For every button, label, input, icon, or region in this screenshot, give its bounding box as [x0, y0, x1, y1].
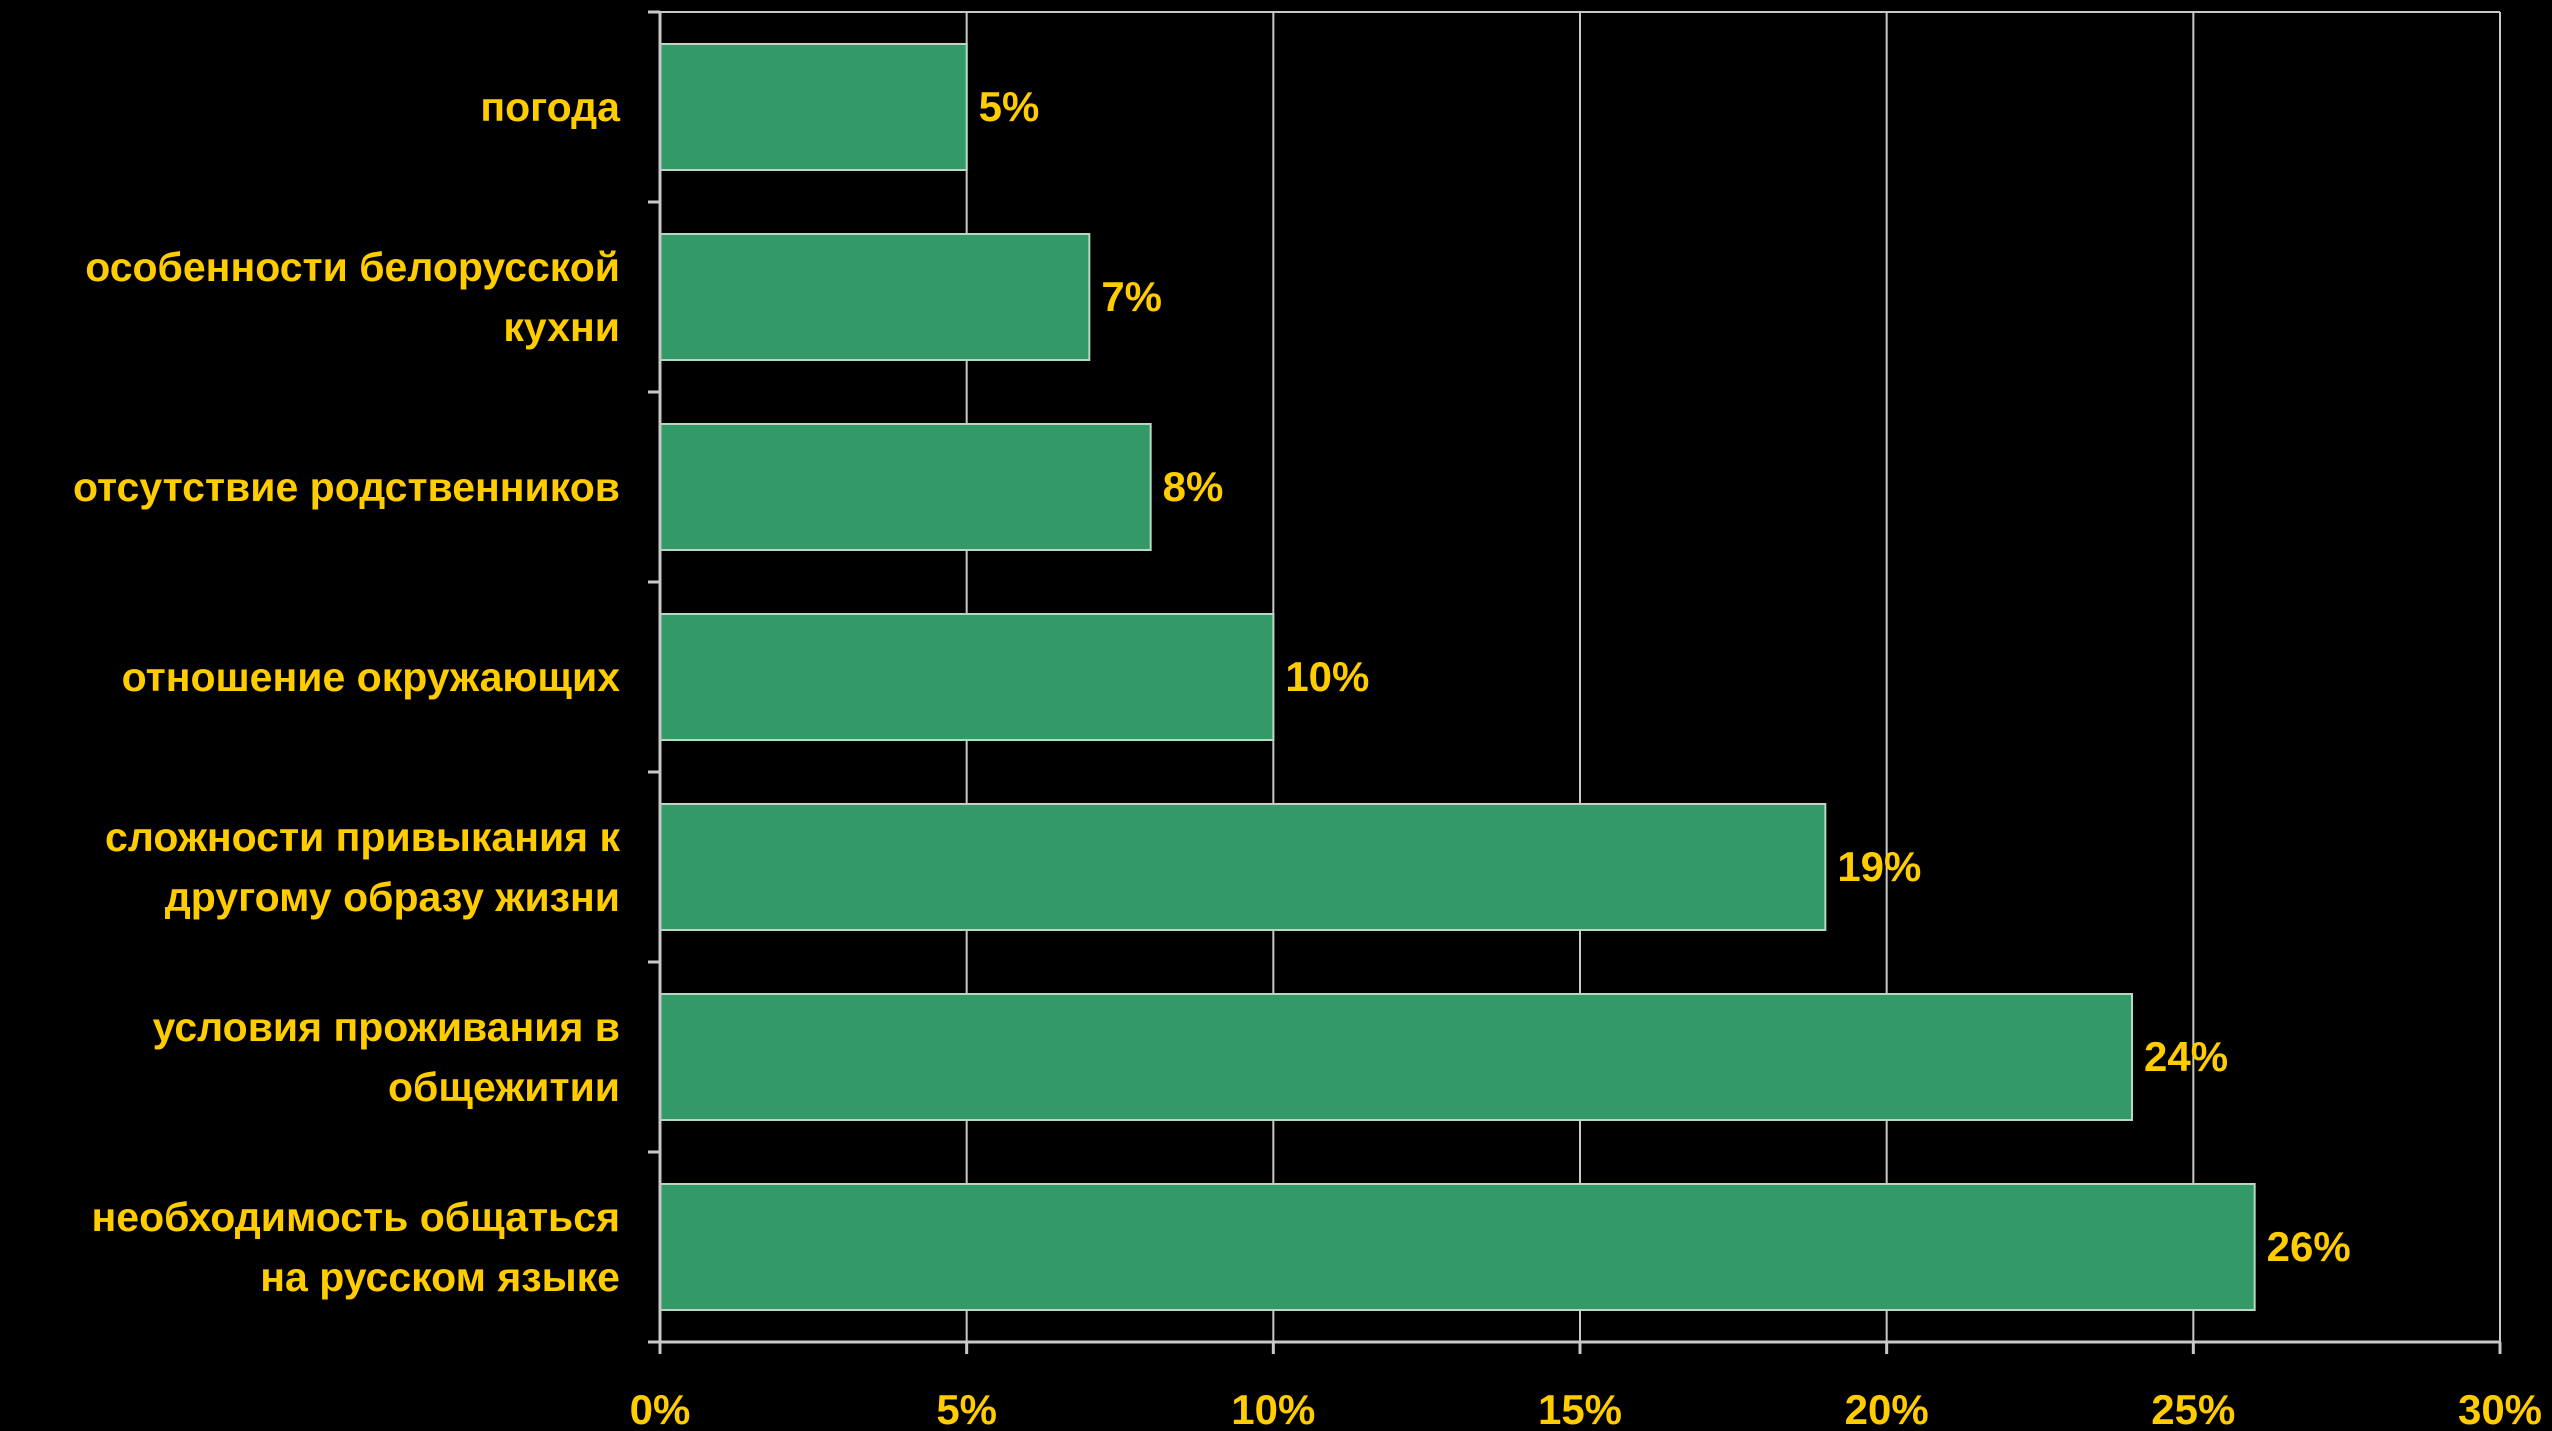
bars: [659, 43, 2256, 1311]
bar: [659, 233, 1091, 361]
bar-value-label: 8%: [1163, 463, 1224, 510]
category-label: отсутствие родственников: [73, 464, 620, 510]
category-label: кухни: [503, 304, 620, 350]
labels: 5% погода 7% особенности белорусской кухни 8%…: [73, 83, 2542, 1431]
axes: [648, 10, 2502, 1354]
bar-value-label: 26%: [2267, 1223, 2351, 1270]
x-tick-label: 15%: [1538, 1386, 1622, 1431]
x-tick-label: 10%: [1231, 1386, 1315, 1431]
bar: [659, 43, 968, 171]
bar-value-label: 10%: [1285, 653, 1369, 700]
gridlines: [660, 11, 2501, 1342]
bar-value-label: 19%: [1837, 843, 1921, 890]
category-label: необходимость общаться: [92, 1194, 620, 1240]
category-label: отношение окружающих: [122, 654, 621, 700]
category-label: погода: [480, 84, 621, 130]
bar: [659, 613, 1275, 741]
category-label: особенности белорусской: [85, 244, 620, 290]
category-label: другому образу жизни: [165, 874, 620, 920]
category-label: сложности привыкания к: [105, 814, 620, 860]
x-tick-label: 25%: [2151, 1386, 2235, 1431]
bar-value-label: 24%: [2144, 1033, 2228, 1080]
category-label: общежитии: [388, 1064, 620, 1110]
category-label: условия проживания в: [153, 1004, 620, 1050]
bar: [659, 993, 2133, 1121]
x-tick-label: 0%: [630, 1386, 691, 1431]
x-tick-label: 30%: [2458, 1386, 2542, 1431]
bar: [659, 423, 1152, 551]
category-label: на русском языке: [260, 1254, 620, 1300]
bar: [659, 803, 1827, 931]
bar: [659, 1183, 2256, 1311]
x-tick-label: 5%: [936, 1386, 997, 1431]
bar-value-label: 5%: [979, 83, 1040, 130]
x-tick-label: 20%: [1845, 1386, 1929, 1431]
bar-value-label: 7%: [1101, 273, 1162, 320]
